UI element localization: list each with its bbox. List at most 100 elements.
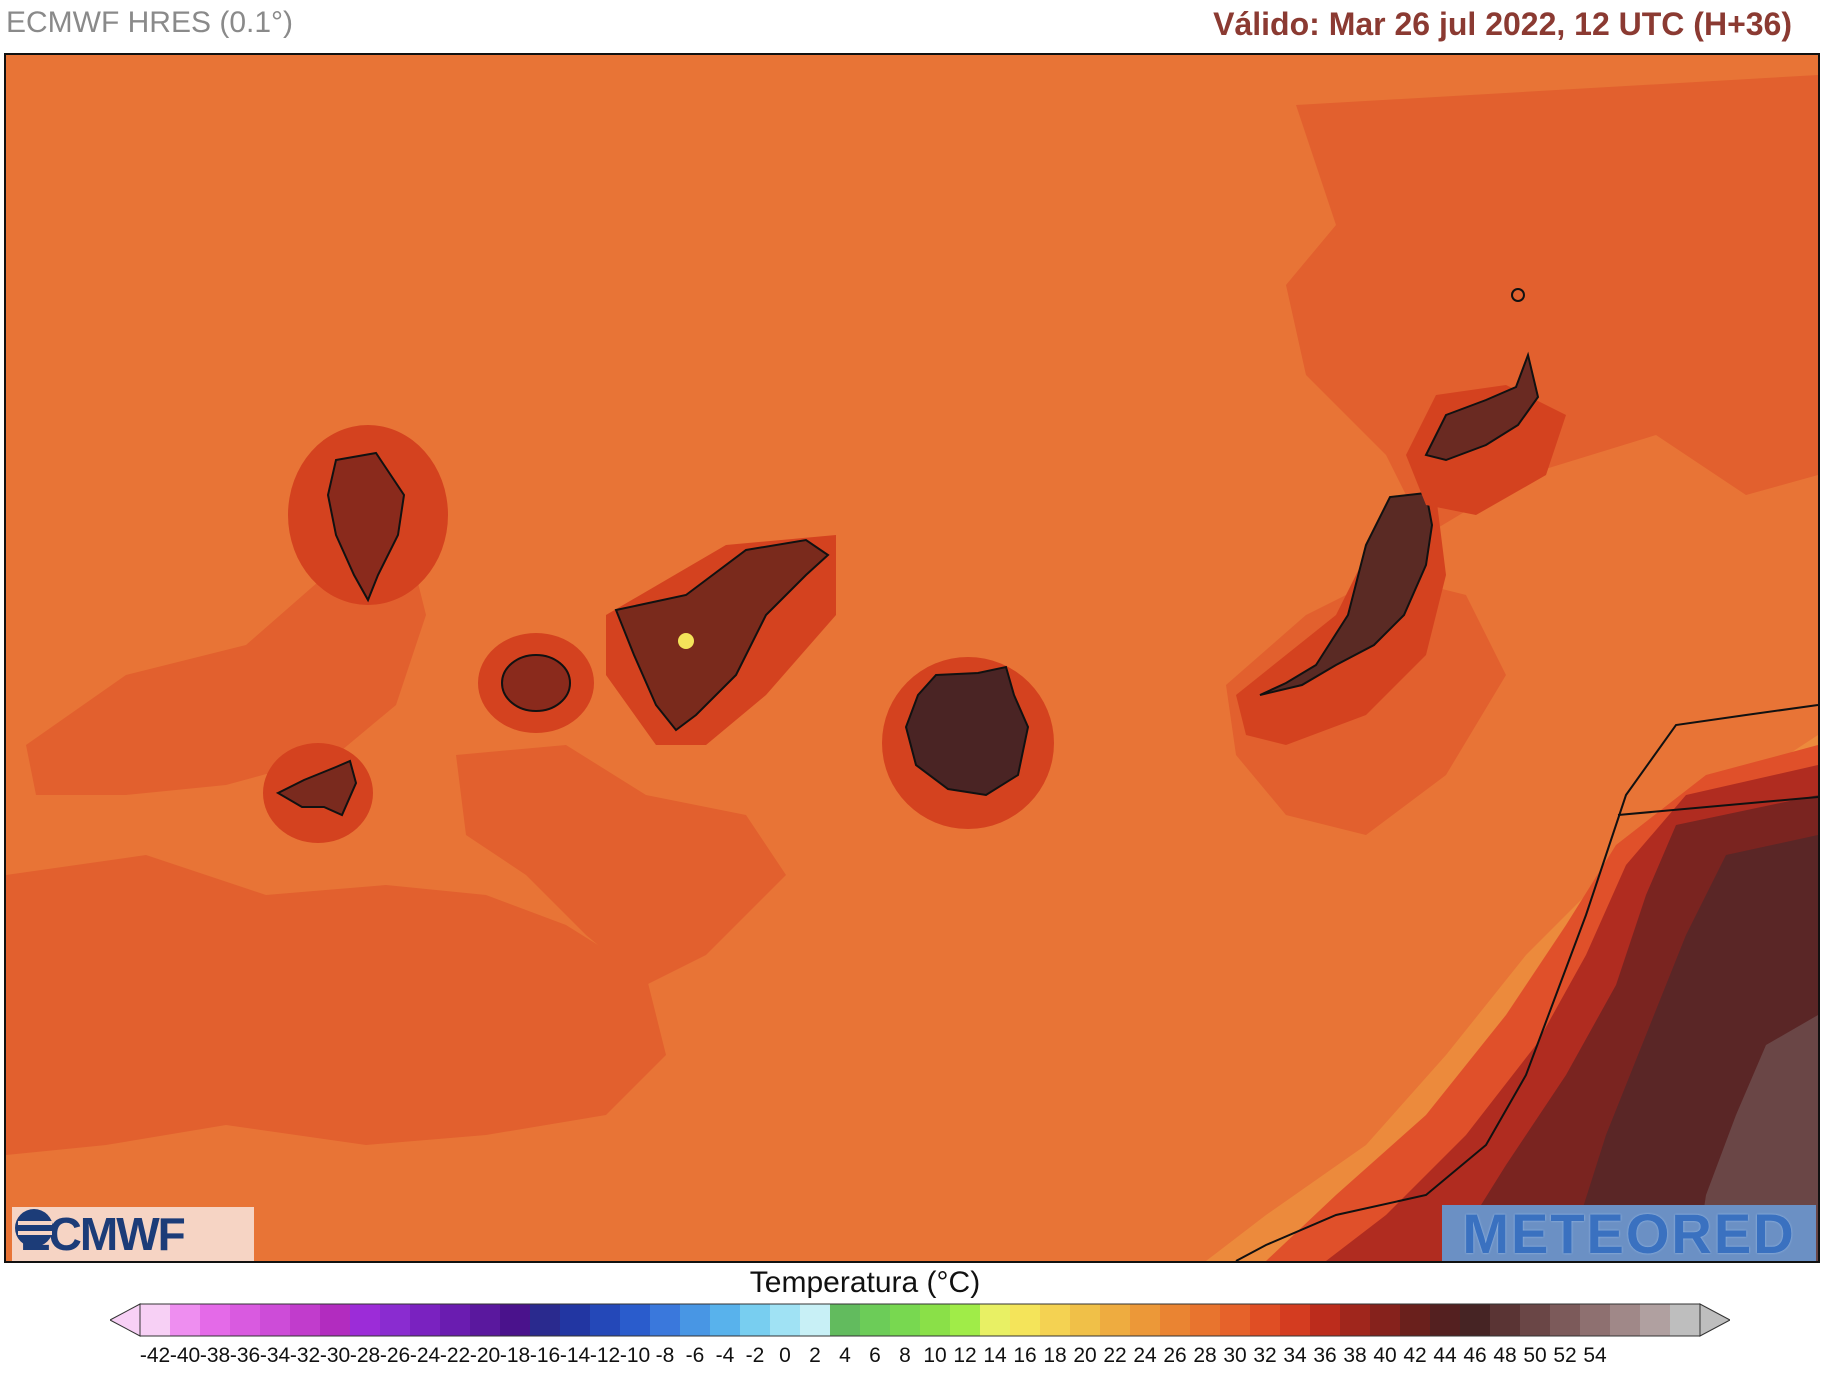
colorbar-tick-label: 40 <box>1373 1344 1397 1367</box>
colorbar-swatch <box>170 1304 201 1336</box>
colorbar-tick-label: 44 <box>1433 1344 1457 1367</box>
sea-warm-zone-south <box>6 855 666 1155</box>
colorbar-swatch <box>320 1304 351 1336</box>
colorbar-swatch <box>440 1304 471 1336</box>
model-label: ECMWF HRES (0.1°) <box>6 6 294 39</box>
colorbar-swatch <box>1250 1304 1281 1336</box>
colorbar-swatch <box>920 1304 951 1336</box>
colorbar-tick-label: -4 <box>715 1344 735 1367</box>
colorbar-swatch <box>740 1304 771 1336</box>
colorbar-tick-label: 28 <box>1193 1344 1217 1367</box>
ecmwf-logo: ECMWF <box>12 1207 254 1261</box>
colorbar-tick-label: -40 <box>169 1344 201 1367</box>
colorbar-tick-label: 38 <box>1343 1344 1367 1367</box>
colorbar-swatch <box>1370 1304 1401 1336</box>
colorbar-tick-label: 22 <box>1103 1344 1127 1367</box>
colorbar-swatch <box>650 1304 681 1336</box>
temperature-colorbar <box>110 1303 1730 1337</box>
colorbar-tick-label: -6 <box>685 1344 705 1367</box>
colorbar-swatch <box>1280 1304 1311 1336</box>
colorbar-swatch <box>950 1304 981 1336</box>
map-field <box>6 75 1818 1261</box>
meteored-logo: METEORED <box>1442 1202 1816 1261</box>
colorbar-tick-label: -2 <box>745 1344 765 1367</box>
colorbar-tick-label: -10 <box>619 1344 651 1367</box>
colorbar-tick-label: 20 <box>1073 1344 1097 1367</box>
colorbar-tick-label: -24 <box>409 1344 441 1367</box>
colorbar-swatch <box>470 1304 501 1336</box>
colorbar-tick-label: 52 <box>1553 1344 1577 1367</box>
colorbar-tick-label: -18 <box>499 1344 531 1367</box>
colorbar-swatch <box>1610 1304 1641 1336</box>
colorbar-swatch <box>1400 1304 1431 1336</box>
colorbar-tick-label: -14 <box>559 1344 591 1367</box>
colorbar-tick-label: -22 <box>439 1344 471 1367</box>
colorbar-tick-labels: -42 -40 -38 -36 -34 -32 -30 -28 -26 -24 -22 -20 -18-… <box>0 1344 1830 1378</box>
colorbar-swatch <box>890 1304 921 1336</box>
colorbar-swatch <box>620 1304 651 1336</box>
colorbar-swatch <box>140 1304 171 1336</box>
colorbar-swatch <box>830 1304 861 1336</box>
colorbar-swatch <box>1310 1304 1341 1336</box>
colorbar-tick-label: 14 <box>983 1344 1007 1367</box>
sea-warm-zone-west <box>26 525 426 795</box>
colorbar-tick-label: -16 <box>529 1344 561 1367</box>
colorbar-swatch <box>1520 1304 1551 1336</box>
colorbar-swatch <box>710 1304 741 1336</box>
colorbar-swatch <box>1430 1304 1461 1336</box>
colorbar-swatch <box>1670 1304 1701 1336</box>
island-tenerife <box>614 538 830 732</box>
colorbar-tick-label: -42 <box>139 1344 171 1367</box>
island-lanzarote <box>1424 351 1540 462</box>
island-gran-canaria <box>904 665 1030 797</box>
colorbar-max-arrow <box>1699 1303 1730 1337</box>
colorbar-tick-label: -38 <box>199 1344 231 1367</box>
colorbar-swatch <box>1160 1304 1191 1336</box>
colorbar-tick-label: -32 <box>289 1344 321 1367</box>
colorbar-tick-label: 50 <box>1523 1344 1547 1367</box>
sea-warm-zone-northeast <box>1286 75 1818 535</box>
colorbar-swatch <box>350 1304 381 1336</box>
colorbar-swatch <box>1040 1304 1071 1336</box>
colorbar-tick-label: 34 <box>1283 1344 1307 1367</box>
island-el-hierro <box>275 759 358 817</box>
temperature-map[interactable]: ECMWF METEORED <box>4 53 1820 1263</box>
colorbar-tick-label: 12 <box>953 1344 977 1367</box>
colorbar-tick-label: 24 <box>1133 1344 1157 1367</box>
colorbar-tick-label: 46 <box>1463 1344 1487 1367</box>
coast-zone-6 <box>1696 1015 1818 1261</box>
colorbar-swatch <box>560 1304 591 1336</box>
teide-peak <box>678 633 694 649</box>
colorbar-swatch <box>1640 1304 1671 1336</box>
sea-warm-zone-middle <box>456 745 786 985</box>
colorbar-swatch <box>1490 1304 1521 1336</box>
colorbar-swatch <box>1070 1304 1101 1336</box>
colorbar-swatch <box>1580 1304 1611 1336</box>
colorbar-swatch <box>860 1304 891 1336</box>
colorbar-swatch <box>800 1304 831 1336</box>
border-line <box>1617 796 1818 816</box>
colorbar-swatch <box>680 1304 711 1336</box>
island-fuerteventura <box>1259 491 1434 696</box>
colorbar-swatch <box>380 1304 411 1336</box>
colorbar-swatch <box>410 1304 441 1336</box>
colorbar-tick-label: 42 <box>1403 1344 1427 1367</box>
island-la-gomera <box>501 654 571 712</box>
meteored-logo-text: METEORED <box>1462 1201 1796 1263</box>
colorbar-tick-label: -20 <box>469 1344 501 1367</box>
colorbar-swatch <box>980 1304 1011 1336</box>
colorbar-swatch <box>1190 1304 1221 1336</box>
colorbar-swatch <box>260 1304 291 1336</box>
colorbar-tick-label: 16 <box>1013 1344 1037 1367</box>
colorbar-tick-label: -8 <box>655 1344 675 1367</box>
colorbar-tick-label: 18 <box>1043 1344 1067 1367</box>
colorbar-tick-label: 0 <box>779 1344 791 1367</box>
ecmwf-emblem-icon <box>15 1209 53 1247</box>
valid-time-label: Válido: Mar 26 jul 2022, 12 UTC (H+36) <box>1213 6 1792 42</box>
colorbar-swatch <box>500 1304 531 1336</box>
colorbar-tick-label: 2 <box>809 1344 821 1367</box>
colorbar-swatch <box>230 1304 261 1336</box>
colorbar-tick-label: -34 <box>259 1344 291 1367</box>
colorbar-swatch <box>530 1304 561 1336</box>
colorbar-min-arrow <box>110 1303 141 1337</box>
